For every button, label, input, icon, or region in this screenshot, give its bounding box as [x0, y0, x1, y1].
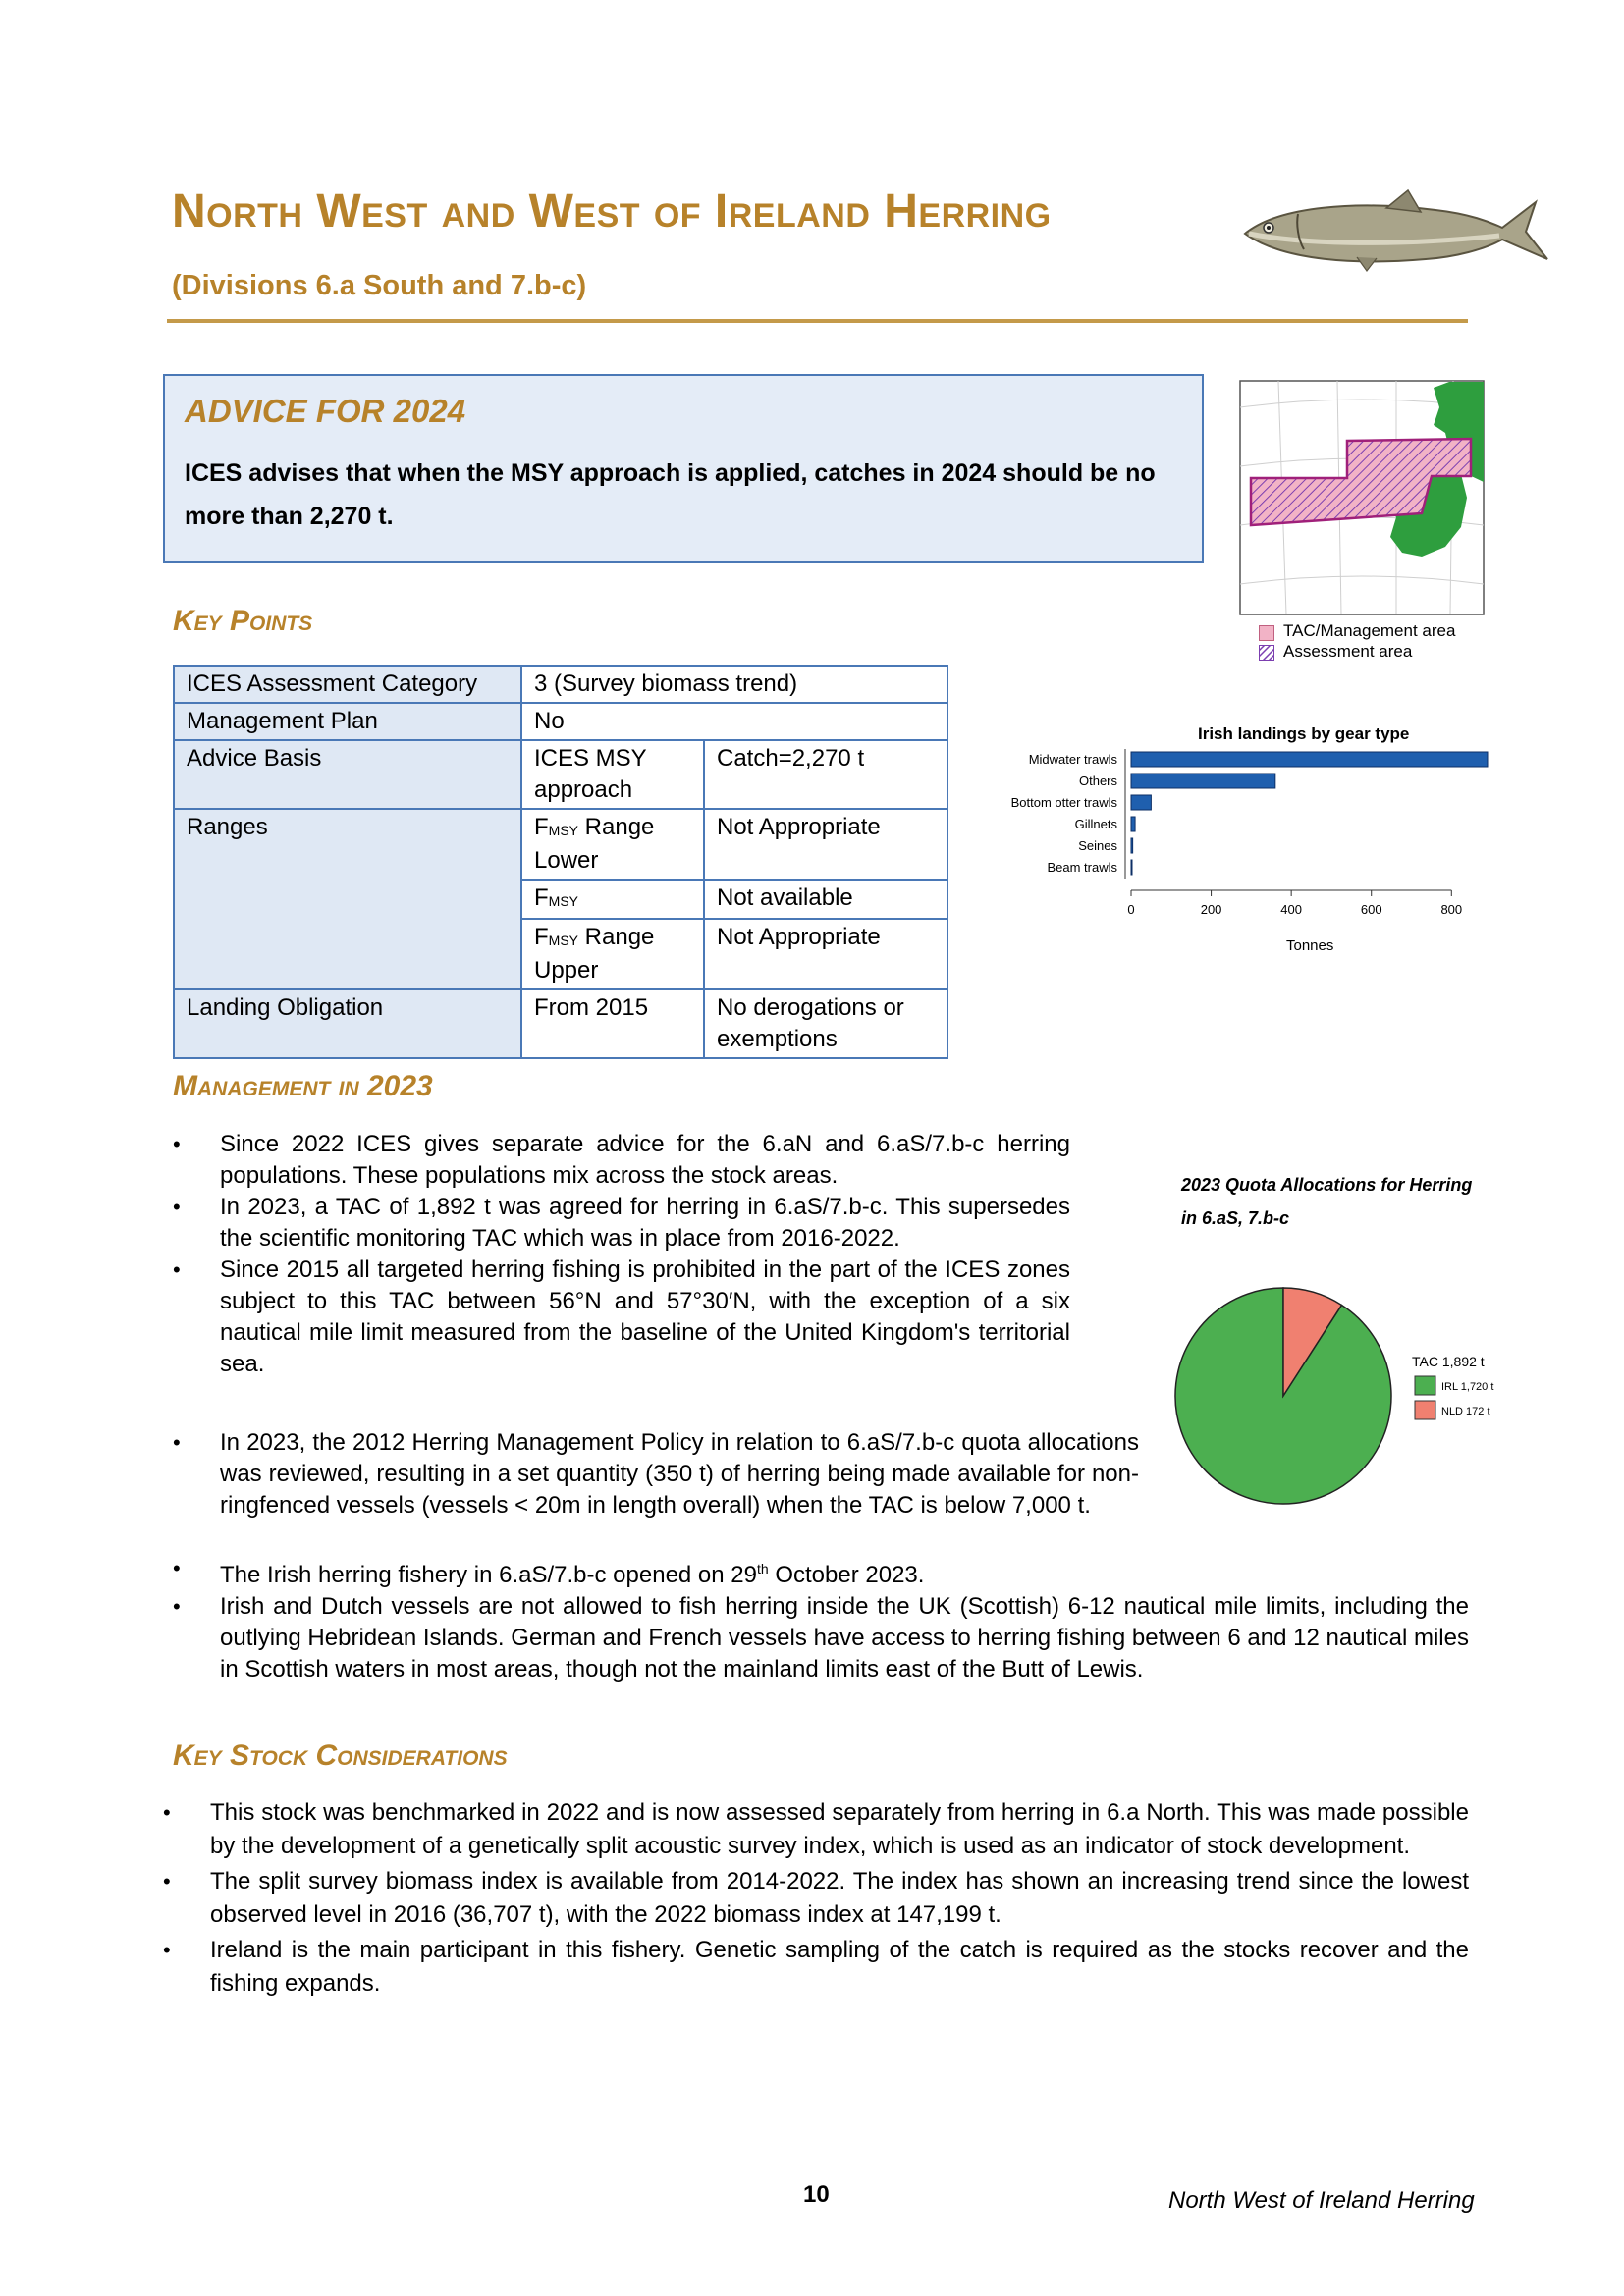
bar-chart-title: Irish landings by gear type: [1198, 724, 1410, 743]
bullet5-sup: th: [756, 1561, 769, 1576]
bar: [1130, 751, 1489, 768]
table-row: Landing Obligation From 2015 No derogati…: [173, 988, 948, 1059]
pie-legend-label: IRL 1,720 t: [1441, 1381, 1493, 1393]
management-list-b: In 2023, the 2012 Herring Management Pol…: [173, 1427, 1139, 1522]
msy-subscript: MSY: [548, 893, 579, 909]
x-tick-label: 800: [1440, 902, 1462, 917]
table-row: ICES Assessment Category 3 (Survey bioma…: [173, 665, 948, 704]
x-tick-label: 600: [1361, 902, 1382, 917]
basis-value-1: ICES MSY approach: [520, 739, 705, 810]
bar-chart-xlabel: Tonnes: [1286, 937, 1334, 954]
lo-value-1: From 2015: [520, 988, 705, 1059]
key-points-heading: Key Points: [173, 605, 313, 637]
management-list-c: The Irish herring fishery in 6.aS/7.b-c …: [173, 1553, 1469, 1685]
f-symbol: F: [534, 884, 549, 911]
list-item: This stock was benchmarked in 2022 and i…: [163, 1796, 1469, 1863]
bar: [1130, 837, 1134, 854]
table-row: FMSY Not available: [174, 879, 948, 920]
category-label: Midwater trawls: [1029, 752, 1118, 767]
legend-label-tac: TAC/Management area: [1283, 621, 1456, 640]
quota-pie-chart: TAC 1,892 t IRL 1,720 t NLD 172 t: [1174, 1287, 1493, 1505]
landings-bar-chart: Midwater trawls Others Bottom otter trawls…: [1011, 749, 1489, 917]
list-item: In 2023, the 2012 Herring Management Pol…: [173, 1427, 1139, 1522]
basis-label: Advice Basis: [173, 739, 522, 810]
ranges-label: Ranges: [173, 808, 522, 990]
advice-heading: ADVICE FOR 2024: [185, 393, 466, 429]
bar: [1130, 816, 1136, 832]
lo-label: Landing Obligation: [173, 988, 522, 1059]
legend-swatch-assessment: [1259, 645, 1274, 661]
pie-legend-swatch: [1414, 1375, 1436, 1396]
list-item: The split survey biomass index is availa…: [163, 1865, 1469, 1932]
management-list-a: Since 2022 ICES gives separate advice fo…: [173, 1129, 1070, 1380]
table-row: FMSY Range Upper Not Appropriate: [174, 918, 948, 990]
advice-box: [163, 374, 1204, 563]
stock-area-map: [1239, 380, 1485, 615]
x-tick-label: 0: [1127, 902, 1134, 917]
f-symbol: F: [534, 814, 549, 840]
basis-value-2: Catch=2,270 t: [703, 739, 948, 810]
table-row: Ranges FMSY Range Lower Not Appropriate: [173, 808, 948, 990]
list-item: Ireland is the main participant in this …: [163, 1934, 1469, 2001]
list-item: Since 2015 all targeted herring fishing …: [173, 1255, 1070, 1380]
plan-value: No: [520, 702, 948, 741]
range-lower-value: Not Appropriate: [703, 808, 948, 881]
pie-legend-label: NLD 172 t: [1441, 1406, 1490, 1417]
range-lower-text: Range Lower: [534, 814, 655, 874]
msy-subscript: MSY: [548, 823, 579, 838]
legend-label-assessment: Assessment area: [1283, 642, 1413, 661]
bar: [1130, 773, 1276, 789]
range-lower-label: FMSY Range Lower: [520, 808, 705, 881]
list-item: Since 2022 ICES gives separate advice fo…: [173, 1129, 1070, 1192]
category-label: ICES Assessment Category: [173, 665, 522, 704]
table-row: Advice Basis ICES MSY approach Catch=2,2…: [173, 739, 948, 810]
bullet5-text-end: October 2023.: [768, 1562, 925, 1588]
legend-swatch-tac: [1259, 625, 1274, 641]
category-label: Others: [1079, 774, 1118, 788]
herring-illustration: [1243, 188, 1548, 273]
list-item: The Irish herring fishery in 6.aS/7.b-c …: [173, 1553, 1469, 1591]
range-upper-text: Range Upper: [534, 924, 655, 984]
list-item: Irish and Dutch vessels are not allowed …: [173, 1591, 1469, 1685]
range-upper-label: FMSY Range Upper: [520, 918, 705, 990]
category-value: 3 (Survey biomass trend): [520, 665, 948, 704]
category-label: Gillnets: [1075, 817, 1118, 831]
advice-text: ICES advises that when the MSY approach …: [185, 459, 1156, 530]
fmsy-value: Not available: [703, 879, 948, 920]
pie-legend-swatch: [1414, 1400, 1436, 1420]
bar: [1130, 859, 1133, 876]
lo-value-2: No derogations or exemptions: [703, 988, 948, 1059]
x-tick-label: 200: [1201, 902, 1222, 917]
pie-legend-title: TAC 1,892 t: [1412, 1354, 1485, 1369]
list-item: In 2023, a TAC of 1,892 t was agreed for…: [173, 1192, 1070, 1255]
considerations-list: This stock was benchmarked in 2022 and i…: [163, 1796, 1469, 2001]
fmsy-label: FMSY: [520, 879, 705, 920]
category-label: Beam trawls: [1047, 860, 1117, 875]
running-title: North West of Ireland Herring: [1168, 2187, 1475, 2214]
header-rule: [167, 319, 1468, 323]
page-title: North West and West of Ireland Herring: [172, 186, 1052, 238]
range-upper-value: Not Appropriate: [703, 918, 948, 990]
category-label: Seines: [1078, 838, 1117, 853]
bar: [1130, 794, 1152, 811]
key-points-table: ICES Assessment Category 3 (Survey bioma…: [173, 665, 948, 1059]
pie-chart-title: 2023 Quota Allocations for Herring in 6.…: [1181, 1175, 1473, 1228]
management-heading: Management in 2023: [173, 1070, 433, 1102]
pie-slice: [1282, 1287, 1343, 1399]
considerations-heading: Key Stock Considerations: [173, 1739, 508, 1772]
plan-label: Management Plan: [173, 702, 522, 741]
page-number: 10: [803, 2181, 830, 2208]
page-subtitle: (Divisions 6.a South and 7.b-c): [172, 270, 587, 301]
x-tick-label: 400: [1280, 902, 1302, 917]
bullet5-text: The Irish herring fishery in 6.aS/7.b-c …: [220, 1562, 757, 1588]
category-label: Bottom otter trawls: [1011, 795, 1118, 810]
msy-subscript: MSY: [548, 933, 579, 948]
f-symbol: F: [534, 924, 549, 950]
table-row: Management Plan No: [173, 702, 948, 741]
